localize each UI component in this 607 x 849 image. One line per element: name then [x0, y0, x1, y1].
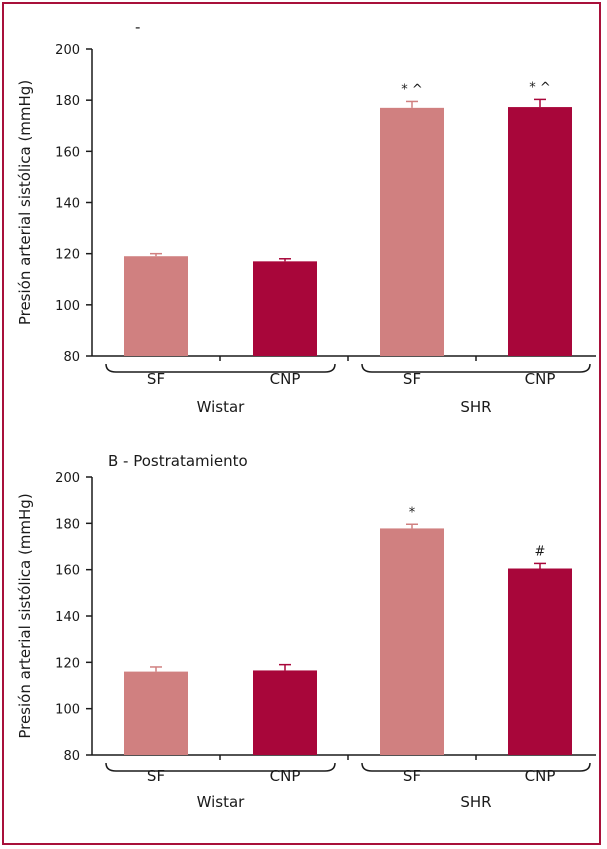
- chart-2-bar: [253, 670, 317, 755]
- chart-2-group-label: Wistar: [197, 793, 246, 811]
- chart-1-group-label: Wistar: [197, 398, 246, 416]
- chart-1-significance-marker: * ^: [401, 82, 423, 97]
- chart-1-y-tick-label: 100: [55, 299, 80, 314]
- chart-2-y-tick-label: 120: [55, 656, 80, 671]
- chart-1-bar: [124, 256, 188, 356]
- chart-2-y-tick-label: 100: [55, 703, 80, 718]
- chart-2-category-label: SF: [147, 767, 165, 785]
- chart-1-bar: [508, 107, 572, 357]
- chart-1-group-bracket: [361, 363, 591, 373]
- chart-1-bar: [253, 261, 317, 356]
- chart-2-y-axis-label: Presión arterial sistólica (mmHg): [16, 493, 34, 738]
- chart-2-group-bracket: [361, 762, 591, 772]
- chart-2-y-tick-label: 160: [55, 564, 80, 579]
- chart-2-group-bracket: [105, 762, 336, 772]
- chart-2-bar: [380, 528, 444, 755]
- chart-1-category-label: CNP: [525, 370, 556, 388]
- chart-1-y-axis-label: Presión arterial sistólica (mmHg): [16, 80, 34, 325]
- chart-1-y-tick-label: 80: [63, 350, 80, 365]
- chart-1-group-label: SHR: [460, 398, 491, 416]
- chart-2-category-label: CNP: [525, 767, 556, 785]
- chart-2-significance-marker: *: [409, 505, 416, 520]
- chart-2-significance-marker: #: [535, 544, 546, 559]
- chart-2-category-label: SF: [403, 767, 421, 785]
- chart-1-bar: [380, 107, 444, 356]
- chart-2-group-label: SHR: [460, 793, 491, 811]
- chart-1-category-label: SF: [147, 370, 165, 388]
- chart-2-y-tick-label: 80: [63, 749, 80, 764]
- chart-1-y-tick-label: 160: [55, 145, 80, 160]
- chart-2-y-tick-label: 200: [55, 471, 80, 486]
- chart-2-title: B - Postratamiento: [108, 452, 248, 470]
- chart-1-category-label: SF: [403, 370, 421, 388]
- chart-1-y-tick-label: 120: [55, 248, 80, 263]
- chart-1-group-bracket: [105, 363, 336, 373]
- chart-1-title: -: [135, 18, 140, 36]
- chart-1-y-tick-label: 140: [55, 197, 80, 212]
- chart-2-bar: [508, 568, 572, 755]
- chart-2-y-tick-label: 180: [55, 517, 80, 532]
- chart-1-y-tick-label: 180: [55, 94, 80, 109]
- chart-2-category-label: CNP: [270, 767, 301, 785]
- chart-1-y-tick-label: 200: [55, 43, 80, 58]
- chart-1-significance-marker: * ^: [529, 80, 551, 95]
- chart-2-bar: [124, 671, 188, 755]
- chart-1-category-label: CNP: [270, 370, 301, 388]
- chart-2-y-tick-label: 140: [55, 610, 80, 625]
